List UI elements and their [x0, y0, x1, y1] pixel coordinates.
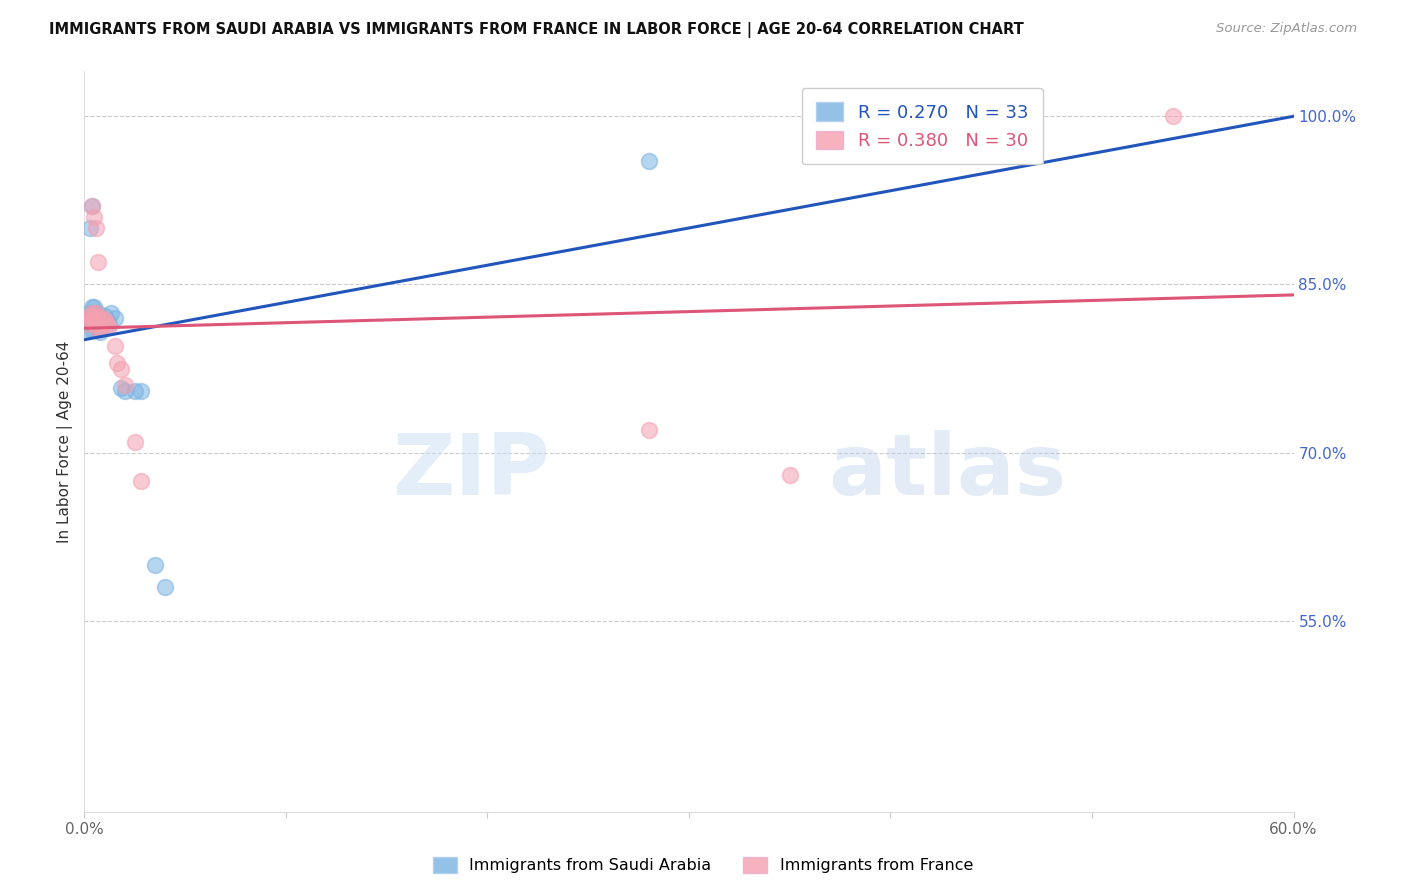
Point — [104, 311, 127, 326]
Point — [82, 199, 104, 213]
Point — [79, 309, 101, 323]
Point — [82, 305, 104, 319]
Point — [91, 311, 114, 326]
Point — [114, 378, 136, 392]
Point — [83, 313, 105, 327]
Point — [79, 305, 101, 319]
Point — [114, 384, 136, 398]
Point — [89, 313, 111, 327]
Point — [79, 313, 101, 327]
Point — [637, 154, 659, 169]
Text: IMMIGRANTS FROM SAUDI ARABIA VS IMMIGRANTS FROM FRANCE IN LABOR FORCE | AGE 20-6: IMMIGRANTS FROM SAUDI ARABIA VS IMMIGRAN… — [49, 22, 1024, 38]
Point — [77, 317, 100, 331]
Point — [79, 311, 101, 326]
Point — [124, 434, 146, 449]
Point — [89, 320, 111, 334]
Point — [77, 317, 100, 331]
Point — [91, 311, 114, 326]
Point — [110, 381, 132, 395]
Point — [89, 320, 111, 334]
Point — [93, 309, 115, 323]
Point — [86, 305, 108, 319]
Legend: R = 0.270   N = 33, R = 0.380   N = 30: R = 0.270 N = 33, R = 0.380 N = 30 — [801, 87, 1043, 164]
Point — [110, 361, 132, 376]
Text: atlas: atlas — [828, 430, 1066, 513]
Point — [82, 199, 104, 213]
Point — [97, 317, 120, 331]
Point — [129, 474, 152, 488]
Point — [77, 322, 100, 336]
Point — [89, 325, 111, 339]
Point — [83, 300, 105, 314]
Point — [104, 339, 127, 353]
Point — [129, 384, 152, 398]
Point — [87, 255, 110, 269]
Text: Source: ZipAtlas.com: Source: ZipAtlas.com — [1216, 22, 1357, 36]
Point — [83, 210, 105, 224]
Point — [87, 305, 110, 319]
Point — [143, 558, 166, 572]
Point — [779, 468, 801, 483]
Point — [153, 580, 176, 594]
Point — [86, 221, 108, 235]
Point — [86, 320, 108, 334]
Point — [124, 384, 146, 398]
Point — [96, 317, 118, 331]
Point — [82, 322, 104, 336]
Point — [87, 311, 110, 326]
Point — [1161, 109, 1184, 123]
Point — [105, 356, 128, 370]
Text: ZIP: ZIP — [392, 430, 550, 513]
Point — [83, 309, 105, 323]
Point — [82, 300, 104, 314]
Point — [86, 313, 108, 327]
Point — [82, 305, 104, 319]
Point — [75, 311, 97, 326]
Point — [83, 317, 105, 331]
Point — [79, 221, 101, 235]
Legend: Immigrants from Saudi Arabia, Immigrants from France: Immigrants from Saudi Arabia, Immigrants… — [426, 850, 980, 880]
Point — [86, 317, 108, 331]
Point — [96, 313, 118, 327]
Point — [79, 317, 101, 331]
Point — [93, 313, 115, 327]
Point — [97, 320, 120, 334]
Point — [82, 311, 104, 326]
Point — [83, 311, 105, 326]
Point — [100, 305, 122, 319]
Point — [87, 322, 110, 336]
Y-axis label: In Labor Force | Age 20-64: In Labor Force | Age 20-64 — [58, 341, 73, 542]
Point — [637, 423, 659, 437]
Point — [87, 317, 110, 331]
